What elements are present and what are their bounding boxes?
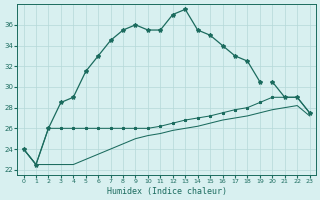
X-axis label: Humidex (Indice chaleur): Humidex (Indice chaleur) (107, 187, 227, 196)
